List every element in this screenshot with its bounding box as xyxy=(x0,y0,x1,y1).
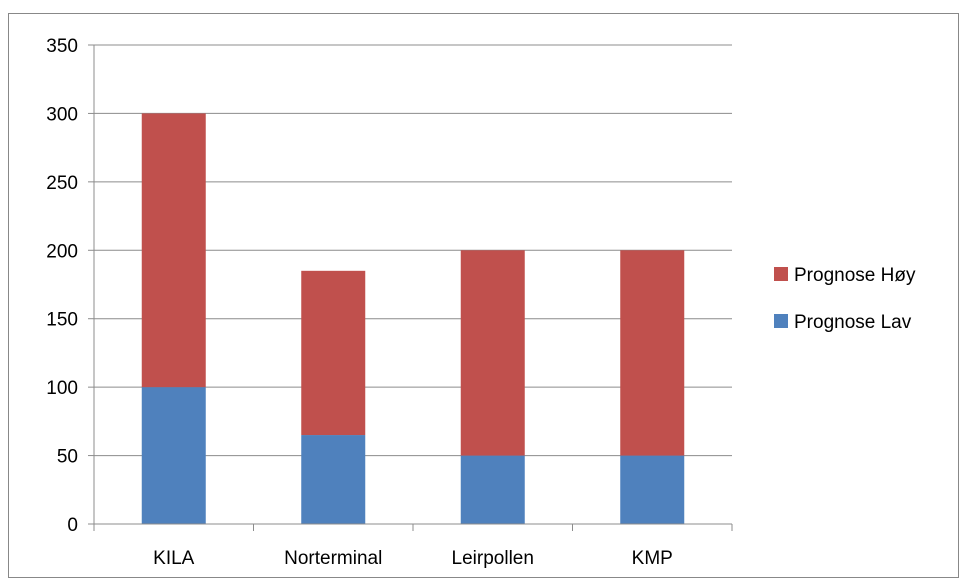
legend-label: Prognose Høy xyxy=(794,265,916,286)
x-tick-label: KILA xyxy=(153,548,195,569)
bar-prognose-hoy-kmp xyxy=(620,250,685,456)
y-tick-label: 200 xyxy=(46,241,78,262)
y-tick-label: 50 xyxy=(57,447,78,468)
bar-prognose-lav-kmp xyxy=(620,455,685,524)
bar-prognose-lav-norterminal xyxy=(301,435,366,524)
y-tick-label: 0 xyxy=(67,515,78,536)
y-tick-label: 350 xyxy=(46,36,78,57)
y-tick-label: 300 xyxy=(46,104,78,125)
x-tick-label: KMP xyxy=(632,548,673,569)
bar-prognose-hoy-leirpollen xyxy=(460,250,525,456)
legend-swatch xyxy=(774,267,788,281)
y-tick-label: 100 xyxy=(46,378,78,399)
x-tick-label: Norterminal xyxy=(284,548,382,569)
y-tick-label: 150 xyxy=(46,310,78,331)
legend-swatch xyxy=(774,314,788,328)
bar-prognose-lav-leirpollen xyxy=(460,455,525,524)
bar-prognose-hoy-kila xyxy=(141,113,206,388)
legend-label: Prognose Lav xyxy=(794,312,912,333)
x-tick-label: Leirpollen xyxy=(452,548,534,569)
bar-prognose-hoy-norterminal xyxy=(301,270,366,436)
bar-prognose-lav-kila xyxy=(141,387,206,524)
y-tick-label: 250 xyxy=(46,173,78,194)
